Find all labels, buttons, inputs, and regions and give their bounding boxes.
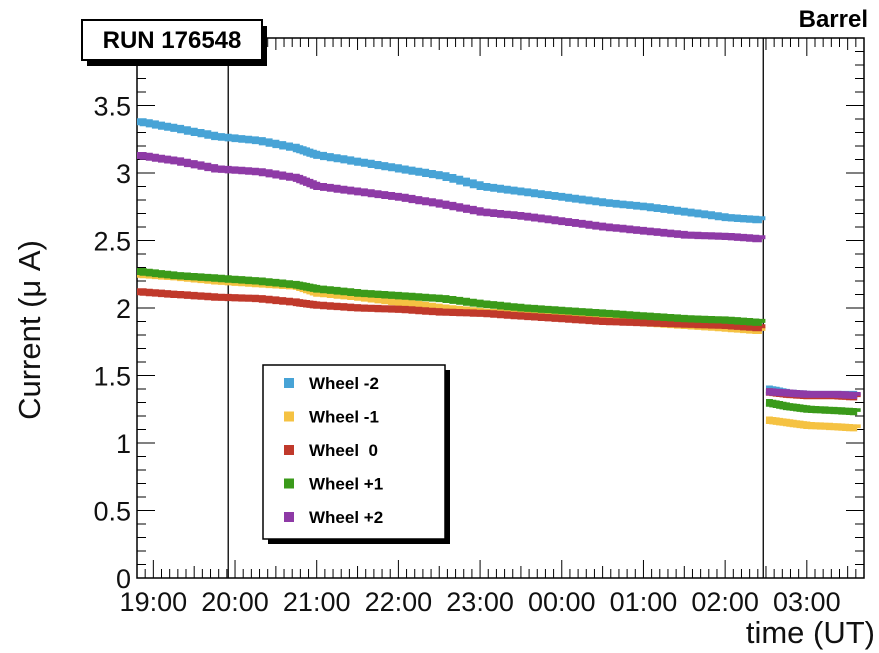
legend-swatch (284, 512, 294, 522)
legend-entry: Wheel +1 (309, 475, 383, 494)
y-tick-label: 0.5 (93, 497, 131, 527)
legend-entry: Wheel 0 (309, 441, 378, 460)
series-line-wheel+1 (137, 268, 766, 326)
x-tick-label: 22:00 (365, 587, 433, 617)
y-tick-label: 1 (116, 429, 131, 459)
y-tick-label: 2 (116, 294, 131, 324)
series-line-wheel+1 (765, 399, 861, 416)
y-tick-label: 0 (116, 564, 131, 594)
y-axis-label: Current (μ A) (12, 240, 47, 420)
legend-swatch (284, 478, 294, 489)
legend-entry: Wheel -2 (309, 374, 379, 393)
series-line-wheel0 (137, 288, 766, 332)
legend: Wheel -2 Wheel -1 Wheel 0 Wheel +1 Wheel +2 (284, 374, 383, 527)
series-line-wheel-2 (137, 118, 766, 224)
legend-swatch (284, 411, 294, 422)
barrel-label: Barrel (799, 6, 868, 33)
legend-swatch (284, 378, 294, 388)
x-tick-label: 02:00 (691, 587, 759, 617)
axis-ticks (136, 37, 864, 579)
series-group (137, 118, 861, 432)
run-label-box (81, 19, 263, 61)
series-line-wheel-1 (765, 416, 861, 432)
tick-labels: 0 0.5 1 1.5 2 2.5 3 3.5 19:00 20:00 21:00 22:00 23:0… (93, 92, 840, 618)
x-tick-label: 23:00 (446, 587, 514, 617)
series-line-wheel+2 (137, 151, 766, 243)
x-tick-label: 20:00 (201, 587, 269, 617)
y-tick-label: 2.5 (93, 227, 131, 257)
series-line-wheel+2 (765, 388, 861, 399)
y-tick-label: 3 (116, 159, 131, 189)
legend-swatch (284, 445, 294, 455)
x-tick-label: 03:00 (773, 587, 841, 617)
vertical-markers (227, 38, 764, 578)
run-label: RUN 176548 (103, 27, 242, 54)
legend-entry: Wheel -1 (309, 408, 379, 427)
x-tick-label: 21:00 (283, 587, 351, 617)
x-tick-label: 19:00 (120, 587, 188, 617)
x-tick-label: 01:00 (610, 587, 678, 617)
x-axis-label: time (UT) (746, 615, 875, 650)
legend-entry: Wheel +2 (309, 508, 383, 527)
y-tick-label: 3.5 (93, 92, 131, 122)
x-tick-label: 00:00 (528, 587, 596, 617)
y-tick-label: 1.5 (93, 362, 131, 392)
